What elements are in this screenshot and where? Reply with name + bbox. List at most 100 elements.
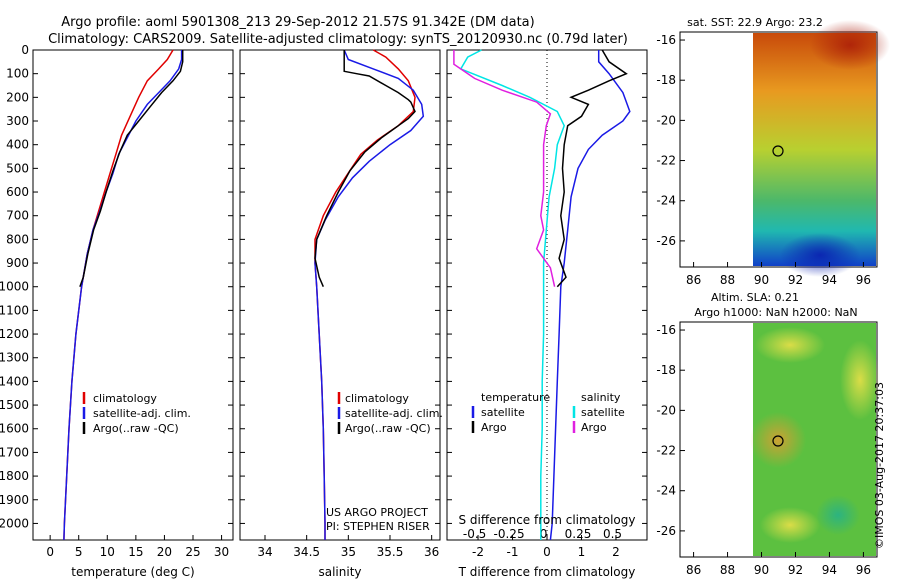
- map-x-tick-label: 90: [754, 273, 769, 287]
- legend-label-s-argo: Argo: [581, 421, 607, 434]
- sst-argo-location: [772, 145, 784, 157]
- y-tick-label: 500: [6, 161, 29, 175]
- map-x-tick-label: 88: [720, 273, 735, 287]
- temperature-legend: climatology satellite-adj. clim. Argo(..…: [82, 392, 191, 435]
- series-line-satellite-adj-clim-: [63, 50, 183, 541]
- legend-label-argo: Argo(..raw -QC): [93, 422, 179, 435]
- y-tick-label: 1200: [0, 327, 29, 341]
- x-tick-label: 0: [46, 545, 54, 559]
- y-tick-label: 1000: [0, 280, 29, 294]
- temperature-axes: [32, 49, 234, 541]
- series-line-t-argo: [556, 49, 628, 288]
- map-x-tick-label: 86: [686, 563, 701, 577]
- sla-high-patch: [760, 507, 820, 543]
- y-tick-label: 400: [6, 138, 29, 152]
- legend-label-s-satellite: satellite: [581, 406, 625, 419]
- difference-legend: temperature satellite Argo salinity sate…: [471, 391, 625, 434]
- y-tick-label: 600: [6, 185, 29, 199]
- map-y-tick-label: -26: [656, 524, 676, 538]
- figure-title-line1: Argo profile: aoml 5901308_213 29-Sep-20…: [61, 15, 534, 30]
- x-tick-label-t: 1: [578, 545, 586, 559]
- y-tick-label: 1600: [0, 422, 29, 436]
- y-tick-label: 1300: [0, 351, 29, 365]
- y-tick-label: 700: [6, 209, 29, 223]
- y-tick-label: 200: [6, 90, 29, 104]
- salinity-xlabel: salinity: [318, 565, 361, 579]
- x-tick-label-s: 0.5: [603, 527, 622, 541]
- y-tick-label: 900: [6, 256, 29, 270]
- series-line-argo: [314, 50, 416, 287]
- temperature-plot: 0 5 10 15 20 25 300100200300400500600700800900…: [0, 43, 233, 559]
- series-line-satellite-adj-clim-: [314, 49, 425, 540]
- series-line-s-argo: [453, 50, 556, 287]
- map-y-tick-label: -16: [656, 33, 676, 47]
- y-tick-label: 1400: [0, 374, 29, 388]
- legend-label-climatology: climatology: [93, 392, 157, 405]
- map-x-tick-label: 92: [788, 273, 803, 287]
- x-tick-label-s: 0: [540, 527, 548, 541]
- map-y-tick-label: -22: [656, 444, 676, 458]
- map-y-tick-label: -24: [656, 484, 676, 498]
- map-x-tick-label: 96: [856, 563, 871, 577]
- sla-map: Altim. SLA: 0.21 Argo h1000: NaN h2000: …: [656, 291, 880, 577]
- map-x-tick-label: 90: [754, 563, 769, 577]
- legend-label-climatology: climatology: [345, 392, 409, 405]
- x-tick-label: 34.5: [293, 545, 320, 559]
- legend-title-temperature: temperature: [481, 391, 550, 404]
- map-y-tick-label: -20: [656, 113, 676, 127]
- salinity-axes: [239, 49, 441, 541]
- map-y-tick-label: -24: [656, 194, 676, 208]
- series-line-argo: [79, 50, 184, 287]
- project-annotation: US ARGO PROJECT: [326, 506, 428, 519]
- x-tick-label: 35: [341, 545, 356, 559]
- t-difference-xlabel: T difference from climatology: [458, 565, 636, 579]
- y-tick-label: 1700: [0, 445, 29, 459]
- salinity-legend: climatology satellite-adj. clim. Argo(..…: [326, 392, 443, 533]
- map-y-tick-label: -26: [656, 234, 676, 248]
- sla-high-patch: [840, 340, 880, 420]
- x-tick-label: 34: [257, 545, 272, 559]
- x-tick-label: 35.5: [377, 545, 404, 559]
- map-x-tick-label: 94: [822, 563, 837, 577]
- x-tick-label-t: -1: [507, 545, 519, 559]
- series-line-s-satellite: [459, 49, 566, 540]
- legend-label-satellite: satellite-adj. clim.: [93, 407, 191, 420]
- legend-label-t-satellite: satellite: [481, 406, 525, 419]
- y-tick-label: 1500: [0, 398, 29, 412]
- y-tick-label: 2000: [0, 516, 29, 530]
- legend-title-salinity: salinity: [581, 391, 621, 404]
- temperature-xlabel: temperature (deg C): [71, 565, 194, 579]
- x-tick-label: 30: [214, 545, 229, 559]
- map-y-tick-label: -16: [656, 323, 676, 337]
- y-tick-label: 0: [21, 43, 29, 57]
- sla-map-axes: 86 88 90 92 94 96 -16 -18 -20 -22 -24 -26: [656, 323, 871, 577]
- sla-map-title1: Altim. SLA: 0.21: [711, 291, 799, 304]
- map-x-tick-label: 88: [720, 563, 735, 577]
- y-tick-label: 800: [6, 232, 29, 246]
- map-x-tick-label: 86: [686, 273, 701, 287]
- y-tick-label: 1900: [0, 493, 29, 507]
- y-tick-label: 1100: [0, 303, 29, 317]
- difference-plot: -2 -1 0 1 2 -0.5 -0.25 0 0.25 0.5: [447, 49, 647, 559]
- map-x-tick-label: 94: [822, 273, 837, 287]
- y-tick-label: 100: [6, 67, 29, 81]
- series-line-climatology: [314, 49, 416, 540]
- x-tick-label-t: 2: [612, 545, 620, 559]
- salinity-plot: 34 34.5 35 35.5 36: [240, 49, 440, 559]
- sst-warm-patch: [810, 20, 890, 70]
- x-tick-label-s: 0.25: [565, 527, 592, 541]
- figure-title-line2: Climatology: CARS2009. Satellite-adjuste…: [48, 32, 628, 47]
- y-tick-label: 300: [6, 114, 29, 128]
- x-tick-label-t: 0: [543, 545, 551, 559]
- sla-low-patch: [816, 495, 860, 535]
- x-tick-label-s: -0.5: [463, 527, 486, 541]
- map-y-tick-label: -18: [656, 73, 676, 87]
- legend-label-t-argo: Argo: [481, 421, 507, 434]
- sla-peak-patch: [750, 412, 806, 468]
- sla-map-title2: Argo h1000: NaN h2000: NaN: [694, 306, 857, 319]
- legend-label-argo: Argo(..raw -QC): [345, 422, 431, 435]
- pi-annotation: PI: STEPHEN RISER: [326, 520, 430, 533]
- map-y-tick-label: -20: [656, 403, 676, 417]
- legend-label-satellite: satellite-adj. clim.: [345, 407, 443, 420]
